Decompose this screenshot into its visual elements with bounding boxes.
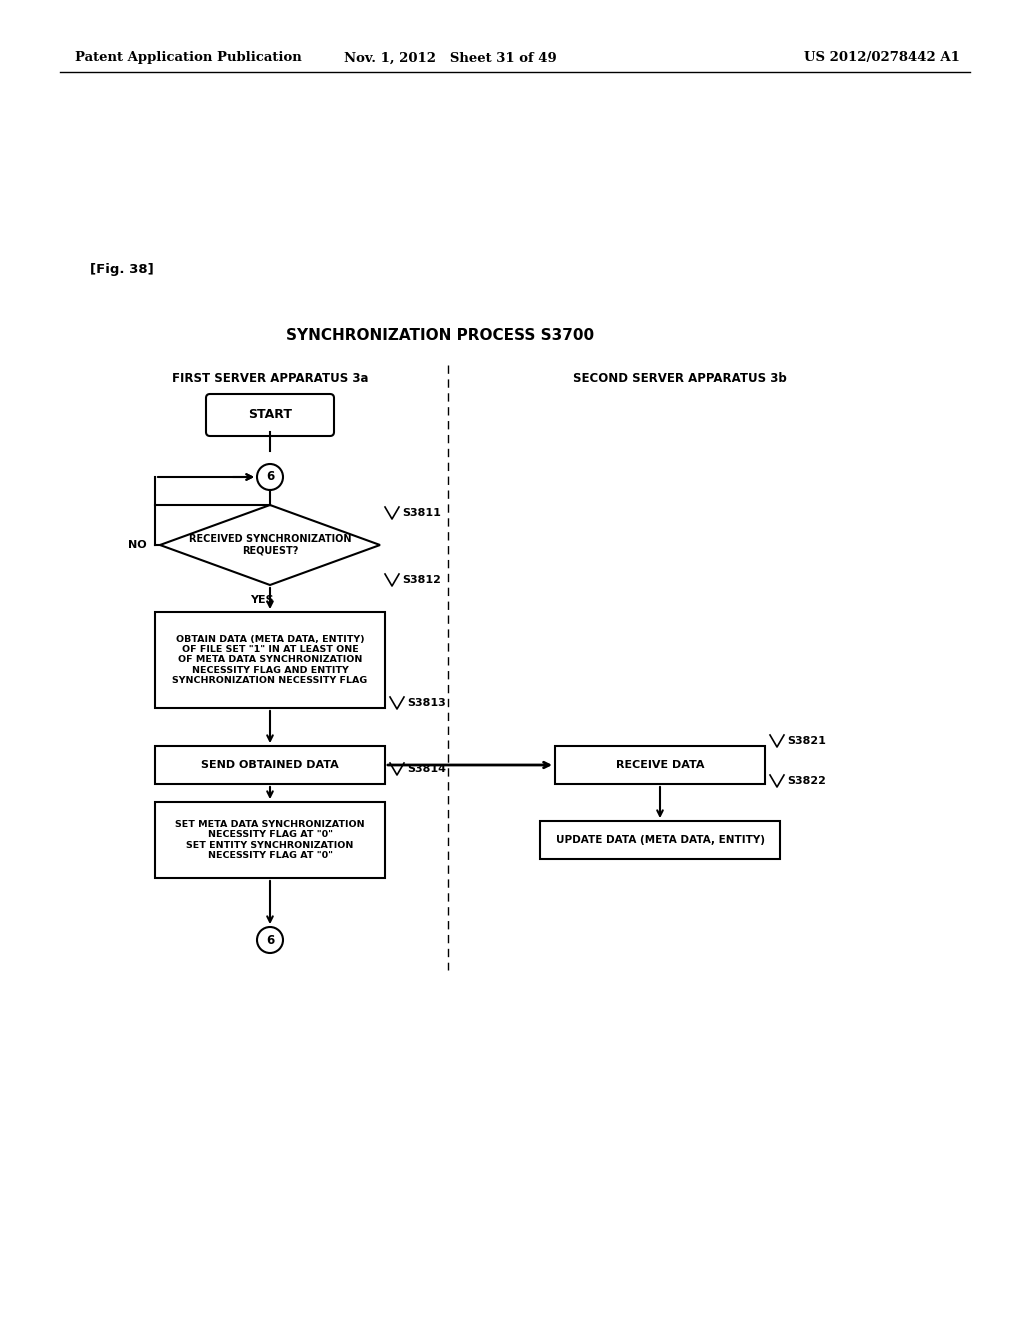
Bar [555,746,765,784]
Bar [155,612,385,708]
Text: FIRST SERVER APPARATUS 3a: FIRST SERVER APPARATUS 3a [172,371,369,384]
Text: START: START [248,408,292,421]
Circle shape [257,927,283,953]
Text: YES: YES [250,595,273,605]
Text: S3812: S3812 [402,576,441,585]
Text: US 2012/0278442 A1: US 2012/0278442 A1 [804,51,961,65]
Text: SECOND SERVER APPARATUS 3b: SECOND SERVER APPARATUS 3b [573,371,786,384]
Text: UPDATE DATA (META DATA, ENTITY): UPDATE DATA (META DATA, ENTITY) [555,836,765,845]
Text: NO: NO [128,540,147,550]
FancyBboxPatch shape [206,393,334,436]
Text: Nov. 1, 2012   Sheet 31 of 49: Nov. 1, 2012 Sheet 31 of 49 [344,51,556,65]
Text: [Fig. 38]: [Fig. 38] [90,264,154,276]
Bar [155,746,385,784]
Polygon shape [160,506,380,585]
Circle shape [257,465,283,490]
Text: S3821: S3821 [787,737,826,746]
Text: 6: 6 [266,470,274,483]
Text: RECEIVED SYNCHRONIZATION
REQUEST?: RECEIVED SYNCHRONIZATION REQUEST? [188,535,351,556]
Text: S3822: S3822 [787,776,826,785]
Text: SEND OBTAINED DATA: SEND OBTAINED DATA [201,760,339,770]
Bar [155,803,385,878]
Bar [540,821,780,859]
Text: 6: 6 [266,933,274,946]
Text: S3811: S3811 [402,508,441,517]
Text: S3813: S3813 [407,698,445,708]
Text: SYNCHRONIZATION PROCESS S3700: SYNCHRONIZATION PROCESS S3700 [286,327,594,342]
Text: Patent Application Publication: Patent Application Publication [75,51,302,65]
Text: S3814: S3814 [407,764,446,774]
Text: OBTAIN DATA (META DATA, ENTITY)
OF FILE SET "1" IN AT LEAST ONE
OF META DATA SYN: OBTAIN DATA (META DATA, ENTITY) OF FILE … [172,635,368,685]
Text: RECEIVE DATA: RECEIVE DATA [615,760,705,770]
Text: SET META DATA SYNCHRONIZATION
NECESSITY FLAG AT "0"
SET ENTITY SYNCHRONIZATION
N: SET META DATA SYNCHRONIZATION NECESSITY … [175,820,365,861]
